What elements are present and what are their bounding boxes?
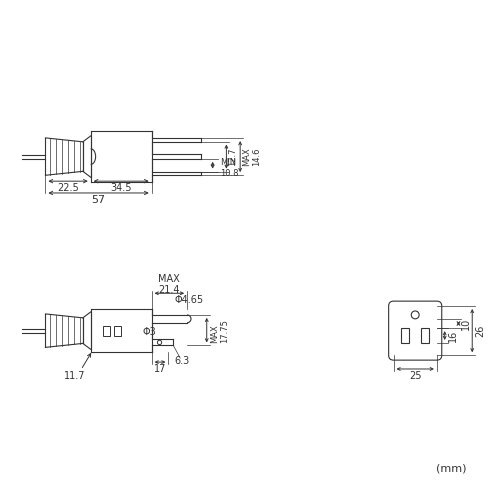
- Text: Φ4.65: Φ4.65: [174, 295, 204, 305]
- Text: 34.5: 34.5: [110, 183, 132, 193]
- Text: 10: 10: [462, 318, 471, 330]
- Text: MAX
21.4: MAX 21.4: [158, 274, 180, 295]
- Text: MAX
17.75: MAX 17.75: [210, 318, 229, 342]
- Bar: [114, 326, 121, 336]
- Text: Φ3: Φ3: [143, 326, 156, 336]
- Text: 11.7: 11.7: [64, 371, 86, 381]
- Text: 6.3: 6.3: [174, 356, 190, 366]
- Text: MIN
10.8: MIN 10.8: [220, 158, 239, 178]
- Text: MAX
14.6: MAX 14.6: [242, 147, 262, 166]
- Text: 26: 26: [475, 324, 485, 337]
- Text: 16: 16: [448, 330, 458, 342]
- Bar: [421, 328, 429, 343]
- Bar: [104, 326, 110, 336]
- Text: 17: 17: [154, 364, 166, 374]
- Text: 12.7: 12.7: [228, 148, 237, 166]
- Bar: [402, 328, 409, 343]
- Text: 25: 25: [409, 371, 422, 381]
- Text: (mm): (mm): [436, 464, 467, 473]
- Text: 57: 57: [92, 195, 106, 205]
- Text: 22.5: 22.5: [57, 183, 79, 193]
